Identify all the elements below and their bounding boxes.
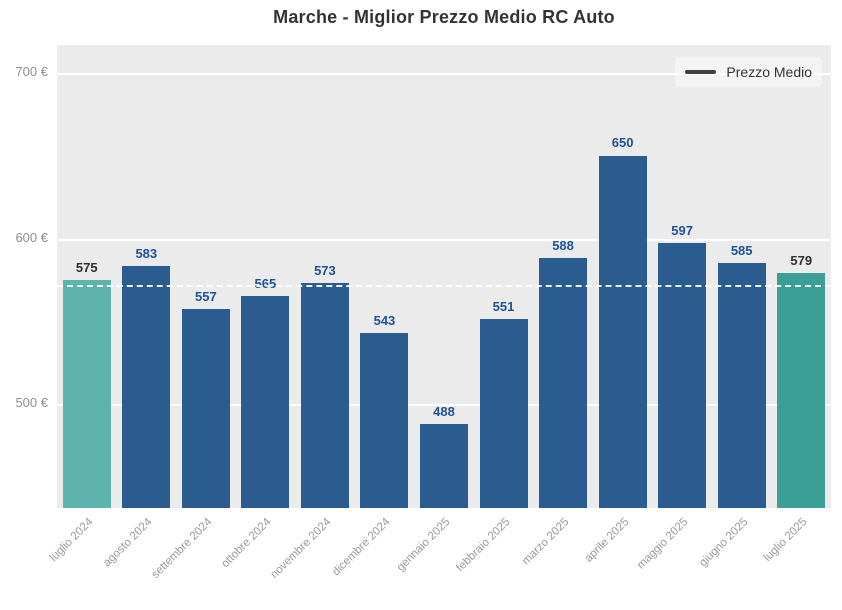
bar-value-label: 557 [194, 289, 217, 305]
y-axis-tick-label: 500 € [15, 395, 48, 410]
legend-label: Prezzo Medio [726, 64, 812, 80]
bar-value-label: 650 [611, 135, 634, 151]
bar-luglio-2025 [777, 273, 826, 508]
bar-ottobre-2024 [241, 296, 290, 508]
legend-item-prezzo-medio[interactable]: Prezzo Medio [675, 57, 822, 87]
bar-value-label: 575 [75, 259, 98, 275]
bar-value-label: 488 [433, 403, 455, 419]
bar-value-label: 573 [314, 262, 336, 278]
chart-title: Marche - Miglior Prezzo Medio RC Auto [273, 7, 615, 27]
bar-aprile-2025 [598, 155, 647, 508]
bar-value-label: 588 [552, 238, 574, 254]
bar-giugno-2025 [717, 263, 766, 508]
bar-value-label: 579 [790, 252, 813, 268]
gridline-600 [57, 238, 831, 241]
y-axis-tick-label: 600 € [15, 229, 48, 245]
bar-value-label: 597 [671, 223, 693, 239]
bar-maggio-2025 [658, 243, 707, 508]
bar-settembre-2024 [181, 309, 230, 508]
bar-luglio-2024 [62, 279, 111, 508]
plot-area: 575 583 557 565 573 543 488 551 588 650 597 585 579 … [57, 45, 831, 508]
bar-marzo-2025 [539, 258, 588, 508]
bar-febbraio-2025 [479, 319, 528, 508]
bar-value-label: 585 [730, 243, 753, 259]
y-axis-tick-label: 700 € [15, 64, 48, 79]
gridline-700 [57, 73, 831, 75]
bar-value-label: 583 [135, 246, 158, 262]
average-price-line [57, 284, 831, 287]
bar-value-label: 543 [373, 312, 396, 328]
bar-value-label: 551 [492, 299, 515, 315]
bar-agosto-2024 [122, 266, 171, 508]
bar-dicembre-2024 [360, 332, 409, 508]
gridline-500 [57, 404, 831, 406]
bar-novembre-2024 [300, 282, 349, 508]
legend-line-marker [685, 70, 717, 74]
bar-gennaio-2025 [420, 423, 468, 508]
bar-value-label: 565 [254, 276, 277, 292]
